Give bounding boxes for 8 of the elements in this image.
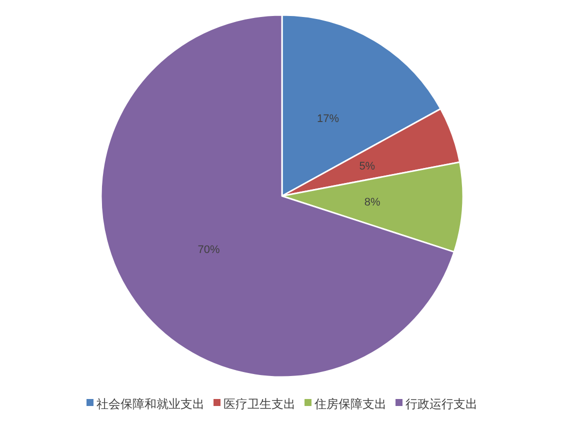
legend-label: 行政运行支出 <box>406 397 478 411</box>
data-label: 70% <box>198 244 220 256</box>
data-label: 17% <box>317 113 340 126</box>
data-label: 5% <box>359 160 376 172</box>
legend-label: 住房保障支出 <box>314 397 386 411</box>
legend-label: 医疗卫生支出 <box>224 397 296 411</box>
legend-label: 社会保障和就业支出 <box>96 397 204 411</box>
data-label: 8% <box>364 196 380 209</box>
